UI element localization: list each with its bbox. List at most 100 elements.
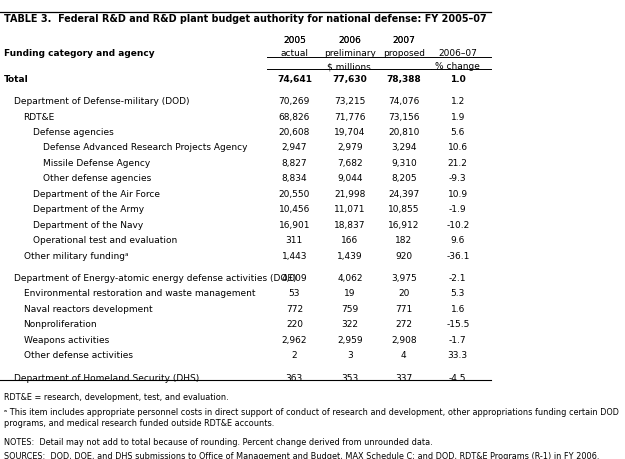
Text: RDT&E = research, development, test, and evaluation.: RDT&E = research, development, test, and… xyxy=(4,392,229,402)
Text: 10.9: 10.9 xyxy=(448,190,468,198)
Text: 759: 759 xyxy=(341,304,359,313)
Text: 353: 353 xyxy=(341,373,359,382)
Text: 71,776: 71,776 xyxy=(334,112,366,121)
Text: 337: 337 xyxy=(395,373,412,382)
Text: 3,294: 3,294 xyxy=(391,143,416,152)
Text: 68,826: 68,826 xyxy=(279,112,310,121)
Text: Department of Energy-atomic energy defense activities (DOE): Department of Energy-atomic energy defen… xyxy=(14,274,296,282)
Text: 20,550: 20,550 xyxy=(279,190,310,198)
Text: 2006–07: 2006–07 xyxy=(438,49,478,58)
Text: Other defense activities: Other defense activities xyxy=(24,350,132,359)
Text: Weapons activities: Weapons activities xyxy=(24,335,109,344)
Text: SOURCES:  DOD, DOE, and DHS submissions to Office of Management and Budget, MAX : SOURCES: DOD, DOE, and DHS submissions t… xyxy=(4,451,599,459)
Text: 70,269: 70,269 xyxy=(279,97,310,106)
Text: Funding category and agency: Funding category and agency xyxy=(4,49,154,58)
Text: Department of Defense-military (DOD): Department of Defense-military (DOD) xyxy=(14,97,189,106)
Text: 16,912: 16,912 xyxy=(388,220,419,229)
Text: 363: 363 xyxy=(286,373,303,382)
Text: $ millions: $ millions xyxy=(328,62,371,71)
Text: 1.9: 1.9 xyxy=(451,112,465,121)
Text: 2006: 2006 xyxy=(338,36,361,45)
Text: % change: % change xyxy=(436,62,480,71)
Text: 2,979: 2,979 xyxy=(337,143,362,152)
Text: 2,962: 2,962 xyxy=(282,335,307,344)
Text: 19: 19 xyxy=(344,289,356,298)
Text: 166: 166 xyxy=(341,235,359,245)
Text: 74,076: 74,076 xyxy=(388,97,419,106)
Text: 73,156: 73,156 xyxy=(388,112,419,121)
Text: 9,310: 9,310 xyxy=(391,158,417,168)
Text: 4: 4 xyxy=(401,350,407,359)
Text: Operational test and evaluation: Operational test and evaluation xyxy=(33,235,178,245)
Text: 220: 220 xyxy=(286,319,303,329)
Text: Defense agencies: Defense agencies xyxy=(33,128,114,137)
Text: Department of the Air Force: Department of the Air Force xyxy=(33,190,161,198)
Text: 2,947: 2,947 xyxy=(282,143,307,152)
Text: 19,704: 19,704 xyxy=(334,128,366,137)
Text: 8,827: 8,827 xyxy=(281,158,308,168)
Text: 21,998: 21,998 xyxy=(334,190,366,198)
Text: Department of the Army: Department of the Army xyxy=(33,205,144,214)
Text: 24,397: 24,397 xyxy=(388,190,419,198)
Text: Nonproliferation: Nonproliferation xyxy=(24,319,97,329)
Text: 322: 322 xyxy=(341,319,358,329)
Text: 772: 772 xyxy=(286,304,303,313)
Text: -36.1: -36.1 xyxy=(446,251,469,260)
Text: -4.5: -4.5 xyxy=(449,373,466,382)
Text: 10,855: 10,855 xyxy=(388,205,419,214)
Text: 2007: 2007 xyxy=(392,36,415,45)
Text: 33.3: 33.3 xyxy=(448,350,468,359)
Text: 20,810: 20,810 xyxy=(388,128,419,137)
Text: 2,908: 2,908 xyxy=(391,335,417,344)
Text: 78,388: 78,388 xyxy=(386,74,421,84)
Text: 5.3: 5.3 xyxy=(451,289,465,298)
Text: -2.1: -2.1 xyxy=(449,274,466,282)
Text: 8,834: 8,834 xyxy=(281,174,308,183)
Text: Defense Advanced Research Projects Agency: Defense Advanced Research Projects Agenc… xyxy=(43,143,248,152)
Text: 10.6: 10.6 xyxy=(448,143,468,152)
Text: Other military fundingᵃ: Other military fundingᵃ xyxy=(24,251,128,260)
Text: 18,837: 18,837 xyxy=(334,220,366,229)
Text: 20: 20 xyxy=(398,289,409,298)
Text: 182: 182 xyxy=(395,235,412,245)
Text: 2007: 2007 xyxy=(392,36,415,45)
Text: 771: 771 xyxy=(395,304,412,313)
Text: 311: 311 xyxy=(286,235,303,245)
Text: -15.5: -15.5 xyxy=(446,319,469,329)
Text: -9.3: -9.3 xyxy=(449,174,467,183)
Text: Naval reactors development: Naval reactors development xyxy=(24,304,152,313)
Text: NOTES:  Detail may not add to total because of rounding. Percent change derived : NOTES: Detail may not add to total becau… xyxy=(4,437,432,446)
Text: 4,009: 4,009 xyxy=(281,274,308,282)
Text: 7,682: 7,682 xyxy=(337,158,362,168)
Text: 21.2: 21.2 xyxy=(448,158,468,168)
Text: 11,071: 11,071 xyxy=(334,205,366,214)
Text: Missile Defense Agency: Missile Defense Agency xyxy=(43,158,151,168)
Text: 53: 53 xyxy=(289,289,300,298)
Text: 2,959: 2,959 xyxy=(337,335,362,344)
Text: proposed: proposed xyxy=(382,49,425,58)
Text: ᵃ This item includes appropriate personnel costs in direct support of conduct of: ᵃ This item includes appropriate personn… xyxy=(4,407,619,427)
Text: 1.6: 1.6 xyxy=(451,304,465,313)
Text: Department of the Navy: Department of the Navy xyxy=(33,220,144,229)
Text: 20,608: 20,608 xyxy=(279,128,310,137)
Text: 77,630: 77,630 xyxy=(332,74,367,84)
Text: TABLE 3.  Federal R&D and R&D plant budget authority for national defense: FY 20: TABLE 3. Federal R&D and R&D plant budge… xyxy=(4,14,486,24)
Text: -10.2: -10.2 xyxy=(446,220,469,229)
Text: 73,215: 73,215 xyxy=(334,97,366,106)
Text: Environmental restoration and waste management: Environmental restoration and waste mana… xyxy=(24,289,255,298)
Text: 272: 272 xyxy=(395,319,412,329)
Text: RDT&E: RDT&E xyxy=(24,112,55,121)
Text: -1.9: -1.9 xyxy=(449,205,467,214)
Text: 2: 2 xyxy=(291,350,297,359)
Text: 3: 3 xyxy=(347,350,352,359)
Text: Department of Homeland Security (DHS): Department of Homeland Security (DHS) xyxy=(14,373,199,382)
Text: 2005: 2005 xyxy=(283,36,306,45)
Text: Total: Total xyxy=(4,74,29,84)
Text: -1.7: -1.7 xyxy=(449,335,467,344)
Text: 1,439: 1,439 xyxy=(337,251,362,260)
Text: 9.6: 9.6 xyxy=(451,235,465,245)
Text: 9,044: 9,044 xyxy=(337,174,362,183)
Text: 1,443: 1,443 xyxy=(282,251,307,260)
Text: actual: actual xyxy=(281,49,308,58)
Text: 2005: 2005 xyxy=(283,36,306,45)
